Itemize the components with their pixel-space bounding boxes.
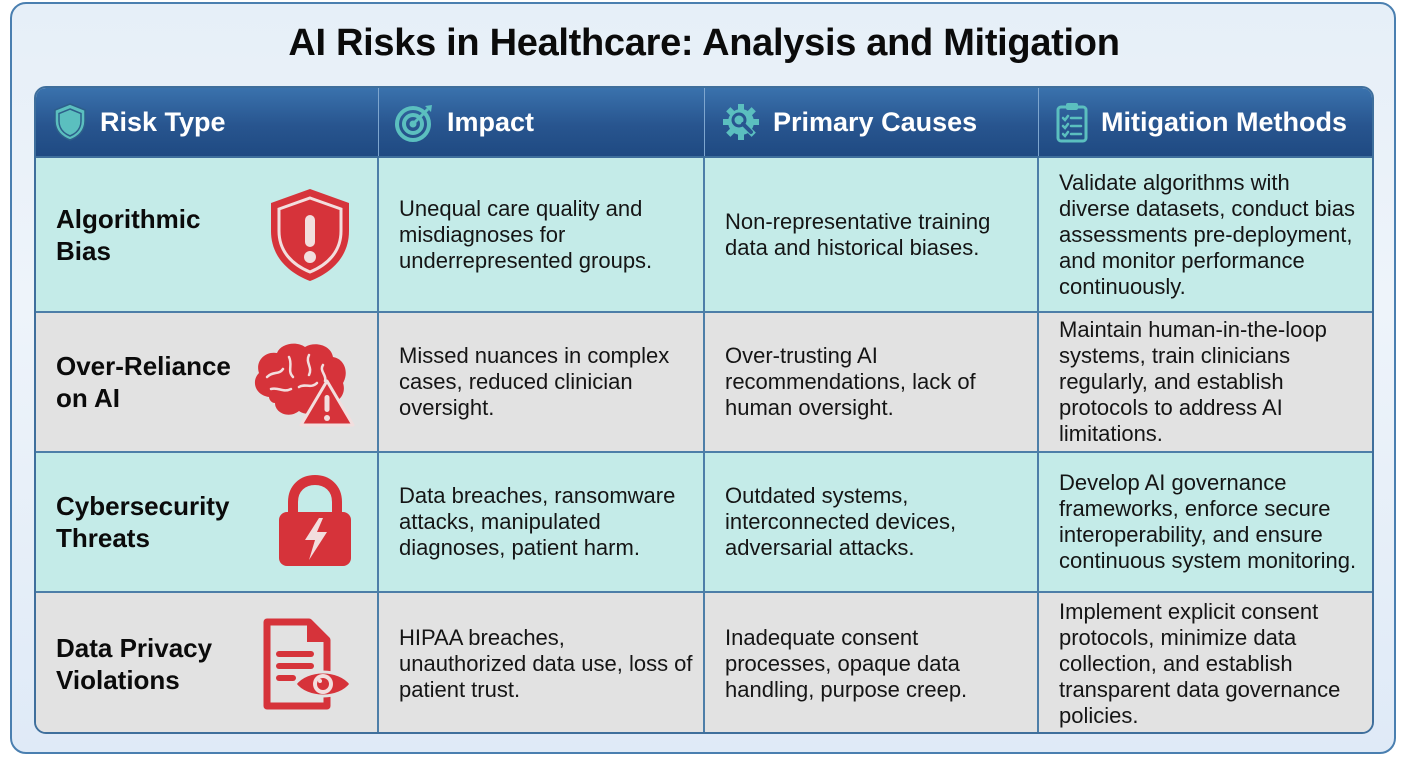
- header-label: Primary Causes: [773, 106, 978, 137]
- risk-name: Data Privacy Violations: [56, 632, 213, 695]
- risk-type-cell: Cybersecurity Threats: [36, 453, 379, 591]
- mitigation-cell: Maintain human-in-the-loop systems, trai…: [1059, 317, 1327, 446]
- table-row: Over-Reliance on AI Missed nuances in co…: [36, 313, 1372, 453]
- risk-type-cell: Over-Reliance on AI: [36, 313, 379, 451]
- header-label: Risk Type: [100, 106, 226, 137]
- header-impact: Impact: [379, 88, 705, 156]
- table-row: Cybersecurity Threats Data breaches, ran…: [36, 453, 1372, 593]
- risk-type-cell: Algorithmic Bias: [36, 158, 379, 311]
- gear-wrench-icon: [723, 104, 759, 140]
- table-row: Data Privacy Violations HIPAA breaches, …: [36, 593, 1372, 732]
- causes-cell: Over-trusting AI recommendations, lack o…: [705, 313, 1039, 451]
- impact-cell: Data breaches, ransomware attacks, manip…: [379, 453, 705, 591]
- page-title: AI Risks in Healthcare: Analysis and Mit…: [288, 22, 1120, 64]
- risk-table: Risk Type Impact: [34, 86, 1374, 734]
- table-header: Risk Type Impact: [36, 88, 1372, 158]
- mitigation-cell: Validate algorithms with diverse dataset…: [1059, 169, 1355, 299]
- risk-name: Cybersecurity Threats: [56, 491, 230, 553]
- target-icon: [395, 105, 432, 142]
- impact-cell: HIPAA breaches, unauthorized data use, l…: [379, 593, 705, 732]
- mitigation-cell: Develop AI governance frameworks, enforc…: [1059, 470, 1357, 573]
- header-label: Mitigation Methods: [1101, 106, 1347, 137]
- document-eye-icon: [263, 618, 353, 709]
- header-primary-causes: Primary Causes: [705, 88, 1039, 156]
- header-risk-type: Risk Type: [36, 88, 379, 156]
- header-mitigation-methods: Mitigation Methods: [1039, 88, 1372, 156]
- shield-icon: [54, 103, 86, 141]
- shield-alert-icon: [271, 188, 349, 281]
- impact-cell: Unequal care quality and misdiagnoses fo…: [379, 158, 705, 311]
- header-label: Impact: [447, 106, 535, 137]
- causes-cell: Outdated systems, interconnected devices…: [705, 453, 1039, 591]
- risk-name: Algorithmic Bias: [56, 203, 201, 266]
- mitigation-cell: Implement explicit consent protocols, mi…: [1059, 598, 1341, 728]
- causes-cell: Non-representative training data and his…: [705, 158, 1039, 311]
- table-row: Algorithmic Bias Unequal care quality an…: [36, 158, 1372, 313]
- impact-cell: Missed nuances in complex cases, reduced…: [379, 313, 705, 451]
- lock-lightning-icon: [279, 474, 351, 566]
- brain-warning-icon: [254, 343, 355, 427]
- causes-cell: Inadequate consent processes, opaque dat…: [705, 593, 1039, 732]
- risk-name: Over-Reliance on AI: [56, 351, 231, 413]
- risk-type-cell: Data Privacy Violations: [36, 593, 379, 732]
- clipboard-checklist-icon: [1056, 103, 1088, 143]
